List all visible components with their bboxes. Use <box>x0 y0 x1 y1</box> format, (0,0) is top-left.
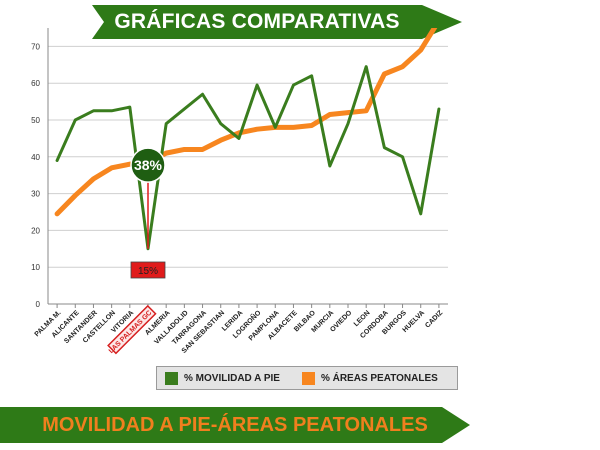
y-tick-label: 50 <box>31 116 40 125</box>
legend-item-areas: % ÁREAS PEATONALES <box>301 371 438 385</box>
x-tick-label: CADIZ <box>424 309 445 330</box>
y-tick-label: 0 <box>36 300 41 309</box>
legend-label-movilidad: % MOVILIDAD A PIE <box>184 372 280 384</box>
page-title: GRÁFICAS COMPARATIVAS <box>114 10 400 33</box>
title-banner-shape <box>92 5 462 39</box>
y-tick-label: 20 <box>31 226 40 235</box>
y-tick-label: 30 <box>31 190 40 199</box>
badge-15-label: 15% <box>138 266 158 277</box>
footer-banner-shape <box>0 407 470 443</box>
badge-38-circle <box>130 147 166 183</box>
badge-38-label: 38% <box>134 157 163 173</box>
footer-banner <box>0 407 470 443</box>
legend-swatch-green <box>165 371 178 385</box>
highlight-label-box <box>107 304 157 355</box>
badge-15-box <box>130 261 166 279</box>
legend-item-movilidad: % MOVILIDAD A PIE <box>165 371 280 385</box>
series-line-areas-peatonales <box>54 28 438 217</box>
y-tick-label: 40 <box>31 153 40 162</box>
y-tick-label: 10 <box>31 263 40 272</box>
title-banner <box>92 5 462 39</box>
series-line-movilidad-a-pie <box>55 65 441 251</box>
legend-swatch-orange <box>301 371 315 385</box>
chart-legend: % MOVILIDAD A PIE % ÁREAS PEATONALES <box>156 366 458 390</box>
y-tick-label: 60 <box>31 79 40 88</box>
legend-label-areas: % ÁREAS PEATONALES <box>320 372 438 384</box>
footer-title: MOVILIDAD A PIE-ÁREAS PEATONALES <box>42 414 428 436</box>
y-tick-label: 70 <box>31 42 40 51</box>
